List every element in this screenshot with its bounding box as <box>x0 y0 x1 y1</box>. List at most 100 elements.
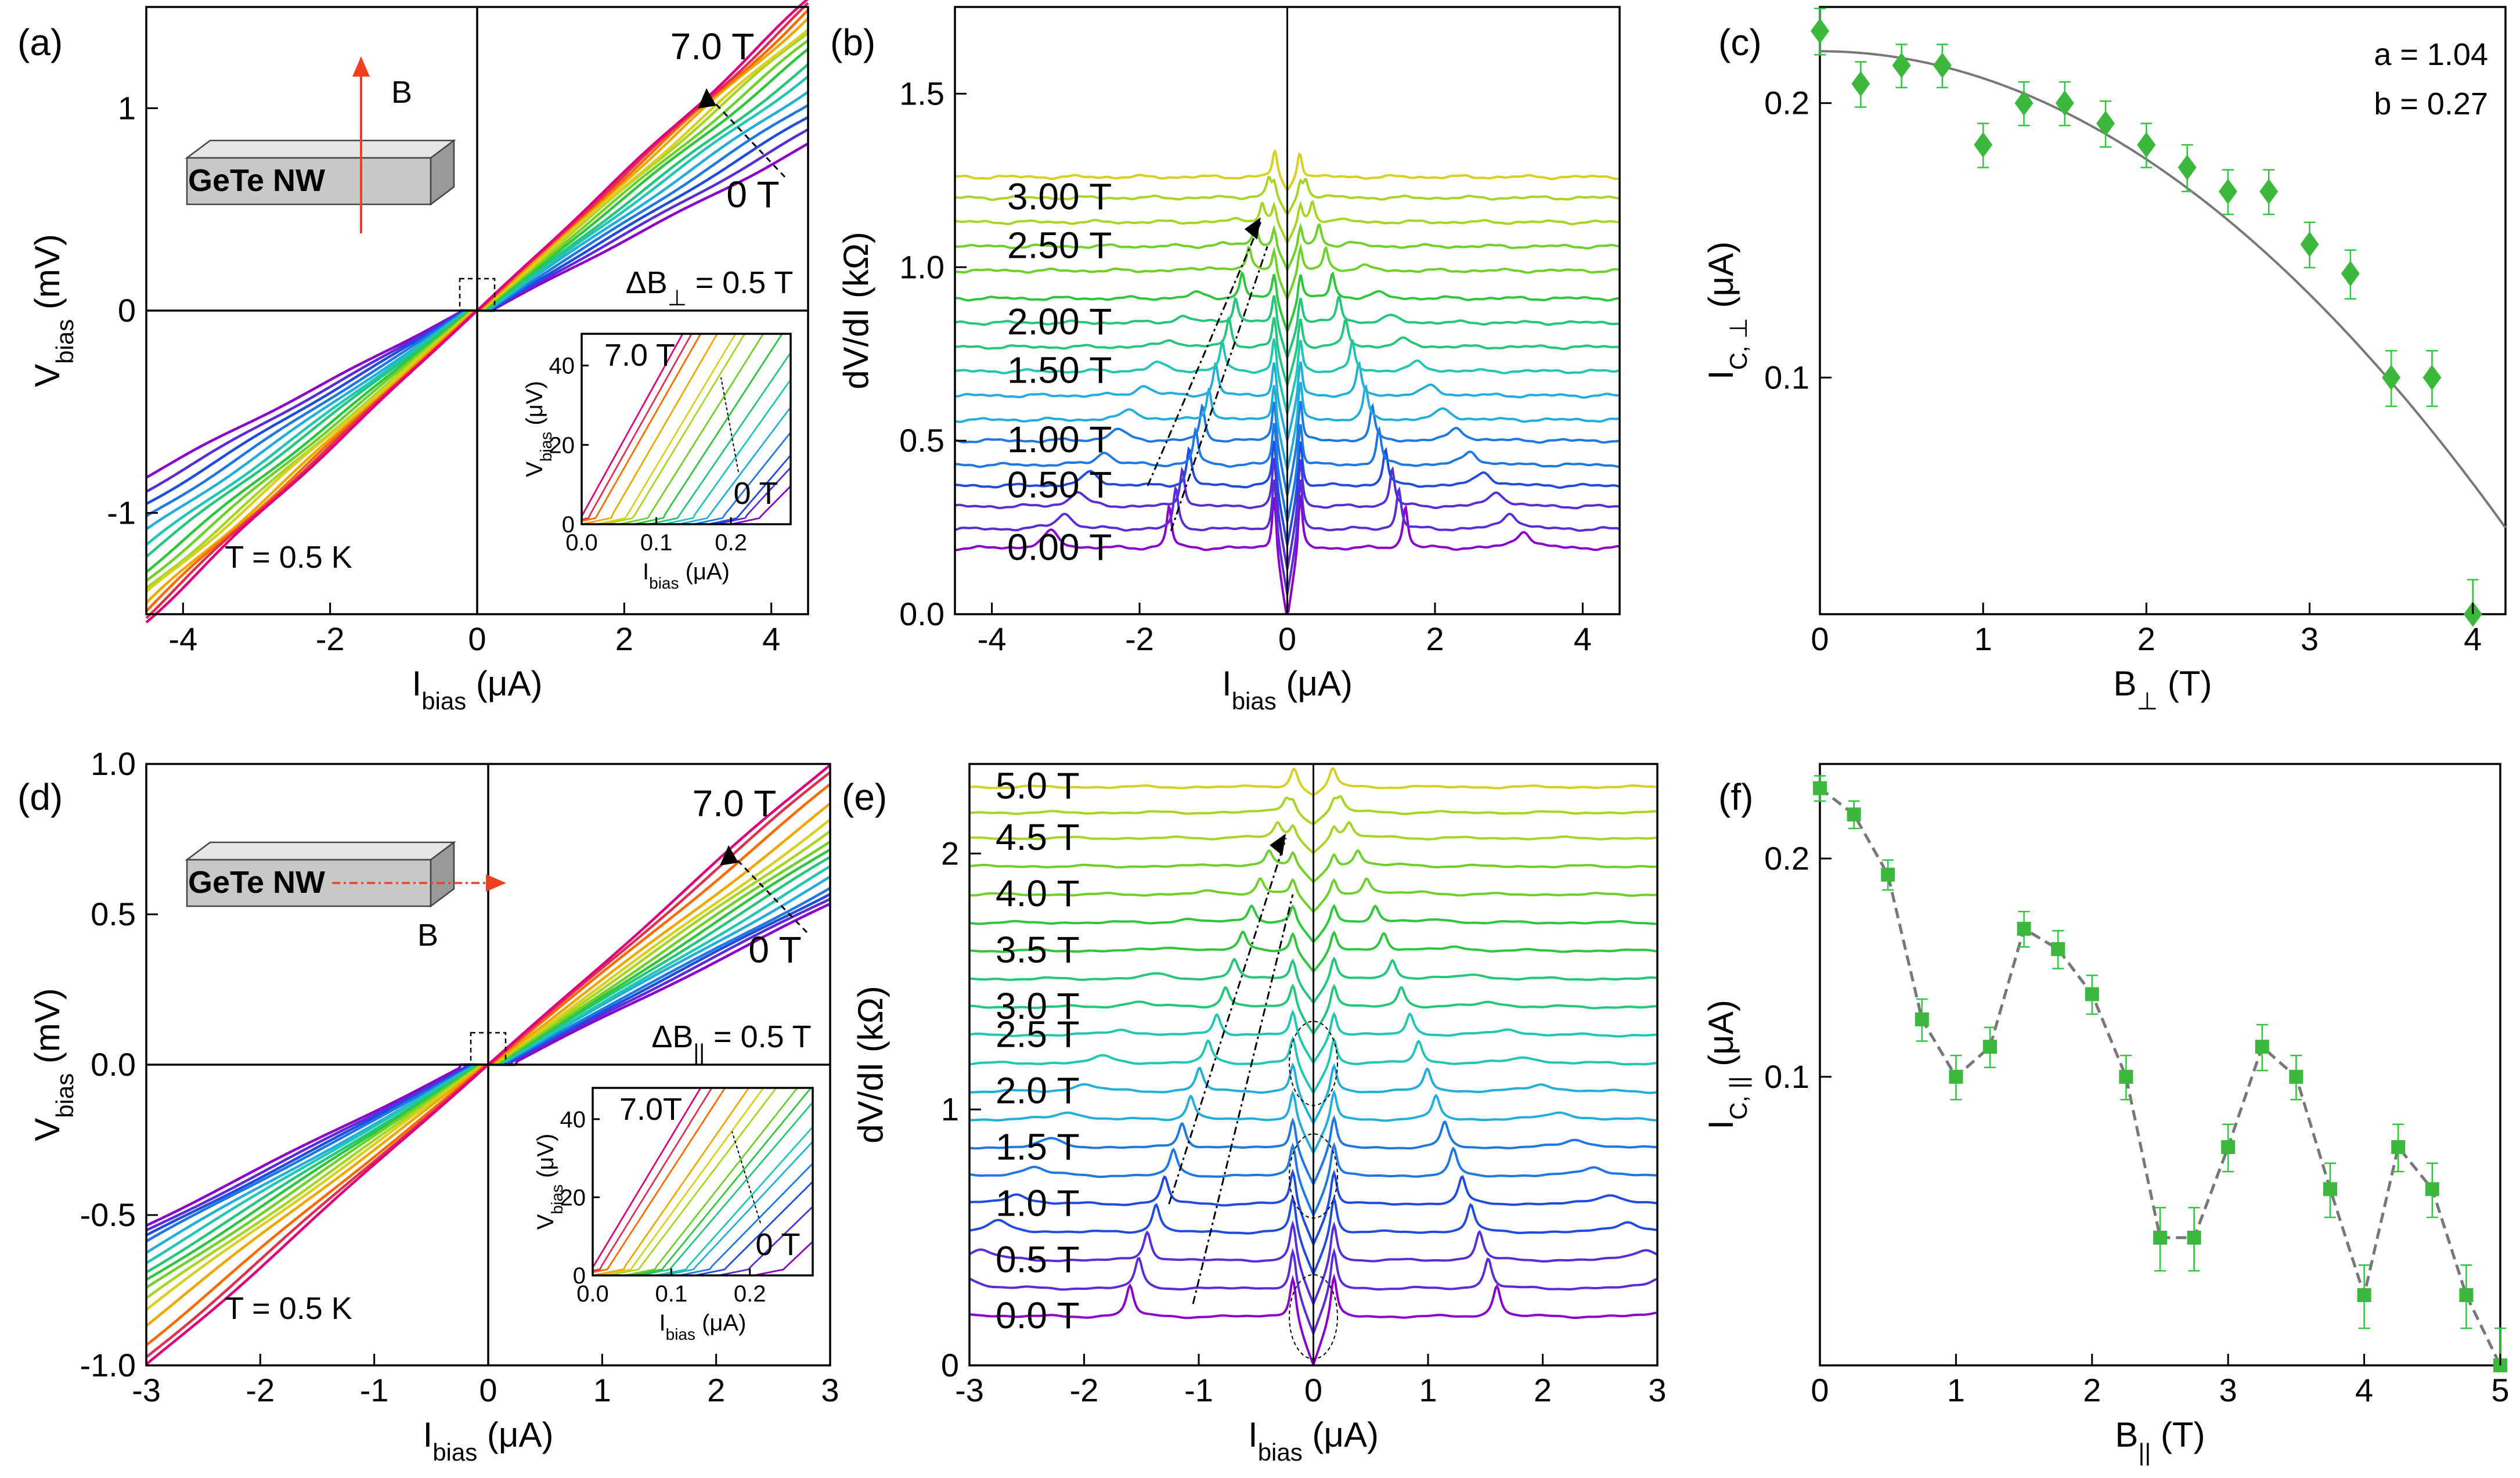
data-point <box>1811 18 1829 44</box>
y-tick-label: 0.0 <box>899 596 944 632</box>
annotation-max-field: 7.0 T <box>670 26 755 67</box>
curve-label-2: 1.0 T <box>996 1182 1080 1224</box>
inset-annotation-zero: 0 T <box>733 476 778 511</box>
curve-label-0: 0.0 T <box>996 1295 1080 1336</box>
x-axis-label: B⊥ (T) <box>2114 664 2212 715</box>
inset-y-axis-label: Vbias (μV) <box>533 1134 566 1230</box>
x-tick-label: 1 <box>593 1372 611 1408</box>
panel-letter: (f) <box>1718 776 1753 818</box>
x-tick-label: -1 <box>1184 1372 1213 1408</box>
data-point <box>2289 1069 2303 1084</box>
zoom-box <box>459 277 496 312</box>
nanowire-side <box>430 139 455 206</box>
x-tick-label: 2 <box>707 1372 725 1408</box>
data-point <box>2391 1140 2406 1154</box>
data-point <box>1851 71 1870 97</box>
data-point <box>1983 1040 1997 1054</box>
x-tick-label: 4 <box>1574 621 1592 657</box>
data-point <box>2187 1231 2201 1245</box>
data-point <box>1813 781 1827 795</box>
curve-label-3: 1.5 T <box>996 1126 1080 1167</box>
data-point <box>2051 942 2065 956</box>
x-tick-label: 3 <box>1648 1372 1666 1408</box>
x-tick-label: 2 <box>2137 621 2155 657</box>
panel-f-frame <box>1819 763 2501 1367</box>
field-vector-head <box>352 56 370 77</box>
data-point <box>2177 154 2197 181</box>
curve-label-6: 3.0 T <box>996 985 1080 1027</box>
y-tick-label: -1 <box>107 495 136 531</box>
y-tick-label: -0.5 <box>80 1196 136 1233</box>
x-tick-label: -3 <box>955 1372 984 1408</box>
x-tick-label: 3 <box>2301 621 2319 657</box>
curve-label-1: 0.50 T <box>1007 464 1112 506</box>
data-point <box>1949 1069 1963 1084</box>
y-tick-label: 0.2 <box>1764 85 1809 121</box>
curve-label-2: 1.00 T <box>1007 419 1112 460</box>
x-tick-label: -1 <box>360 1372 389 1408</box>
x-tick-label: 1 <box>1419 1372 1437 1408</box>
data-point <box>2323 1182 2337 1196</box>
nanowire-top <box>185 841 456 861</box>
curve-label-5: 2.5 T <box>996 1013 1080 1055</box>
data-point <box>2357 1288 2371 1302</box>
curve-label-4: 2.00 T <box>1007 301 1112 343</box>
curve-label-6: 3.00 T <box>1007 176 1112 218</box>
annotation-delta-b: ΔB⊥ = 0.5 T <box>626 265 794 311</box>
data-point <box>2085 987 2099 1001</box>
x-tick-label: 4 <box>2464 621 2482 657</box>
y-axis-label: IC, ⊥ (μA) <box>1701 241 1752 380</box>
data-point <box>1881 867 1895 882</box>
x-tick-label: 0 <box>1304 1372 1322 1408</box>
y-tick-label: 1.0 <box>899 248 944 285</box>
x-tick-label: -2 <box>246 1372 275 1408</box>
fit-param-a: a = 1.04 <box>2374 37 2488 72</box>
inset-a: 0.0 0.1 0.2 0 20 40 Ibias (μA) Vbias (μV) 7.0 T 0… <box>522 333 792 592</box>
inset-x-tick-label: 0.2 <box>715 530 747 556</box>
inset-y-tick-label: 20 <box>560 1185 586 1210</box>
zoom-box <box>470 1032 507 1066</box>
panel-d: -3 -2 -1 0 1 2 3 -1.0 -0.5 0.0 0.5 1.0 Ibias (μA) Vbi… <box>28 745 839 1466</box>
x-tick-label: 3 <box>2219 1372 2237 1408</box>
data-point <box>2300 231 2319 257</box>
x-tick-label: 0 <box>1811 1372 1829 1408</box>
panel-e: -3 -2 -1 0 1 2 3 0 1 2 Ibias (μA) dV/dI (kΩ) 0.0 T 0.… <box>851 763 1667 1466</box>
data-point <box>2137 132 2156 158</box>
panel-c: 0 1 2 3 4 0.1 0.2 B⊥ (T) IC, ⊥ (μA) a = 1.04 b = 0… <box>1701 6 2507 715</box>
data-point <box>2382 365 2401 391</box>
x-tick-label: -2 <box>1125 621 1154 657</box>
field-arrow-head <box>720 845 738 866</box>
field-arrow <box>727 850 808 933</box>
data-point <box>2459 1288 2474 1302</box>
trend-arrow-1-head <box>1270 833 1286 856</box>
panel-letter: (d) <box>17 776 63 818</box>
curve-label-8: 4.0 T <box>996 873 1080 914</box>
inset-y-axis-label: Vbias (μV) <box>522 381 555 477</box>
inset-annotation-zero: 0 T <box>755 1227 800 1262</box>
annotation-zero-field: 0 T <box>748 929 801 971</box>
annotation-temperature: T = 0.5 K <box>225 1291 352 1326</box>
annotation-temperature: T = 0.5 K <box>225 540 352 575</box>
curve-label-3: 1.50 T <box>1007 349 1112 391</box>
data-point <box>2153 1231 2167 1245</box>
x-tick-label: -4 <box>978 621 1007 657</box>
y-tick-label: 0.1 <box>1764 1058 1809 1095</box>
data-point <box>2422 365 2442 391</box>
data-point <box>1974 132 1993 158</box>
x-tick-label: 2 <box>615 621 633 657</box>
data-point <box>1847 807 1861 821</box>
y-tick-label: 0.5 <box>899 422 944 459</box>
y-tick-label: 1.5 <box>899 75 944 111</box>
x-tick-label: -2 <box>316 621 345 657</box>
panel-letter: (a) <box>17 21 63 63</box>
inset-x-axis-label: Ibias (μA) <box>643 559 730 592</box>
x-tick-label: 0 <box>1278 621 1296 657</box>
panel-letter: (c) <box>1718 21 1762 63</box>
curve-label-7: 3.5 T <box>996 929 1080 971</box>
curve-label-5: 2.50 T <box>1007 224 1112 266</box>
inset-x-axis-label: Ibias (μA) <box>659 1310 747 1343</box>
x-axis-label: Ibias (μA) <box>1248 1415 1379 1466</box>
nanowire-top <box>185 139 456 159</box>
trend-arrow-2 <box>1170 246 1268 532</box>
